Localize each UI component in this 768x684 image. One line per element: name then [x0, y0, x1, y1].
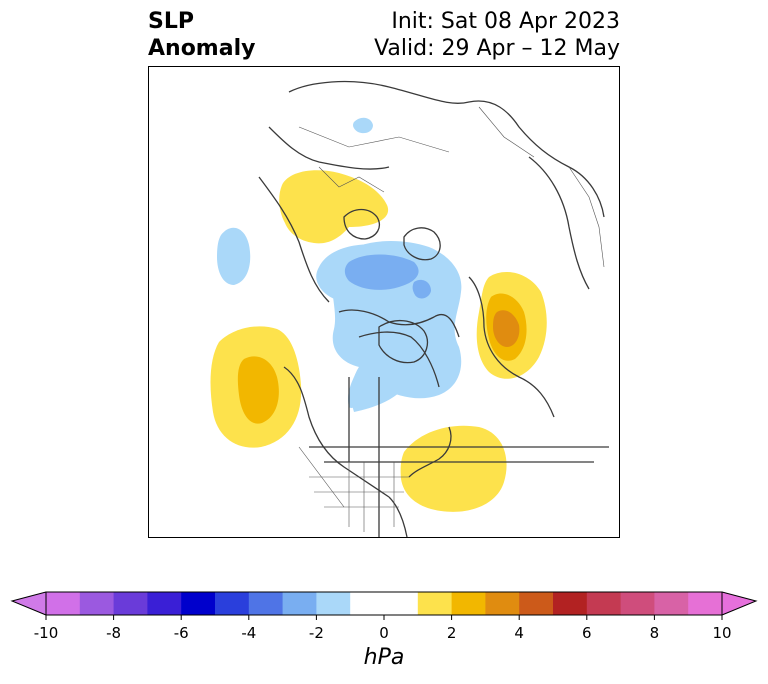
title-line-2: Anomaly [148, 36, 256, 61]
colorbar-unit: hPa [363, 645, 405, 670]
colorbar-cell [282, 592, 317, 615]
valid-range: Valid: 29 Apr – 12 May [374, 36, 620, 61]
colorbar-cell [384, 592, 419, 615]
colorbar-cell [654, 592, 689, 615]
colorbar-extend-min [12, 592, 46, 615]
colorbar-cell [553, 592, 588, 615]
colorbar-cell [417, 592, 453, 615]
political-borders [298, 106, 605, 532]
anomaly-scandinavia-neg [353, 117, 373, 134]
colorbar-cell [147, 592, 182, 615]
init-date: Init: Sat 08 Apr 2023 [391, 9, 620, 34]
title-line-1: SLP [148, 9, 194, 34]
colorbar-outline-max [721, 591, 758, 616]
colorbar-tick-label: 2 [446, 624, 457, 642]
colorbar-tick-label: -4 [241, 624, 257, 642]
colorbar-cell [248, 592, 284, 615]
anomaly-arctic-core-neg [344, 254, 419, 290]
anomaly-westrussia-pos [279, 170, 389, 244]
anomaly-map [210, 80, 609, 537]
colorbar-cell [316, 592, 351, 615]
forecast-dates: Init: Sat 08 Apr 2023 Valid: 29 Apr – 12… [374, 8, 620, 62]
colorbar-cell [350, 592, 385, 615]
anomaly-atlantic-neg [217, 227, 251, 285]
colorbar-tick-label: 8 [649, 624, 660, 642]
anomaly-alaska-core-pos [493, 310, 520, 347]
colorbar-cell [620, 592, 655, 615]
colorbar-cell [113, 592, 148, 615]
anomaly-pacific-core-pos [237, 356, 279, 424]
colorbar-cell [46, 592, 81, 615]
colorbar-tick-label: 4 [514, 624, 524, 642]
colorbar-tick-label: -8 [106, 624, 122, 642]
colorbar-tick-label: -10 [33, 624, 59, 642]
anomaly-siberia-small-neg [412, 279, 431, 299]
colorbar-outline-min [10, 591, 47, 616]
colorbar-cell [79, 592, 115, 615]
colorbar-tick-label: 10 [712, 624, 732, 642]
colorbar-cell [519, 592, 554, 615]
colorbar-tick-label: 6 [582, 624, 592, 642]
colorbar-cell [688, 592, 723, 615]
anomaly-northcanada-neg [351, 362, 409, 412]
colorbar-extend-max [722, 592, 756, 615]
anomaly-eastcoast-pos [400, 425, 507, 512]
colorbar-tick-label: 0 [379, 624, 389, 642]
coastlines [258, 80, 609, 537]
colorbar-cell [181, 592, 216, 615]
colorbar [10, 591, 758, 620]
map-panel [148, 66, 620, 538]
colorbar-tick-label: -6 [173, 624, 189, 642]
colorbar-cell [586, 592, 622, 615]
colorbar-tick-label: -2 [308, 624, 324, 642]
colorbar-cell [485, 592, 520, 615]
colorbar-cell [451, 592, 486, 615]
map-title: SLP Anomaly [148, 8, 255, 62]
colorbar-cell [215, 592, 250, 615]
